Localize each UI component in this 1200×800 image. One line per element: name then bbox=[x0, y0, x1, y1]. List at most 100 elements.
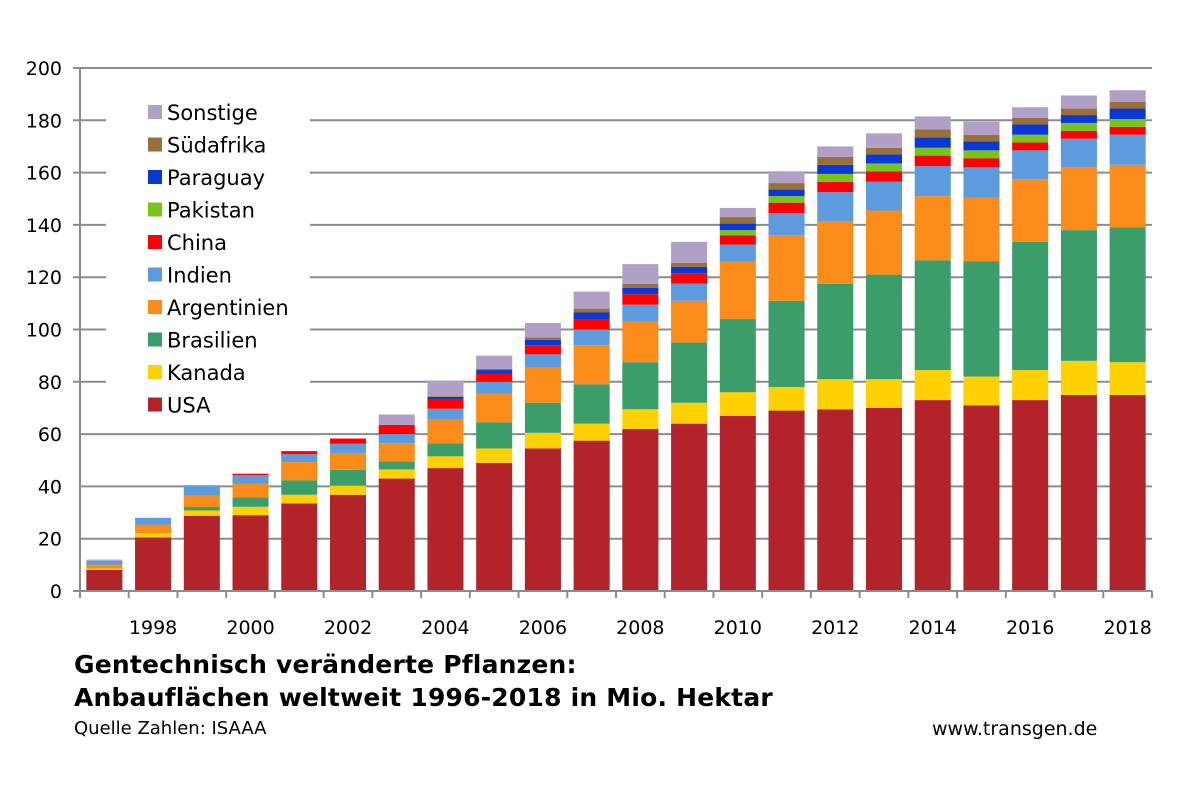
bar-segment-sdafrika-2008 bbox=[622, 283, 659, 288]
bar-segment-pakistan-2010 bbox=[719, 230, 756, 236]
bar-segment-china-2012 bbox=[817, 181, 854, 193]
bar-segment-kanada-2002 bbox=[329, 485, 367, 495]
bar-segment-pakistan-2013 bbox=[865, 163, 903, 172]
bar-segment-usa-2014 bbox=[914, 400, 951, 591]
bar-segment-usa-2001 bbox=[281, 503, 318, 591]
bar-segment-sonstige-2006 bbox=[524, 322, 561, 338]
bar-segment-argentinien-1998 bbox=[135, 524, 172, 534]
y-tick-label: 60 bbox=[38, 424, 62, 446]
bar-segment-china-2003 bbox=[378, 424, 415, 435]
bar-segment-indien-2018 bbox=[1109, 134, 1146, 165]
bar-segment-usa-1998 bbox=[135, 537, 172, 591]
bar-segment-usa-2000 bbox=[232, 515, 269, 591]
bar-segment-argentinien-2016 bbox=[1012, 179, 1049, 242]
legend-swatch bbox=[148, 202, 162, 217]
bar-segment-sdafrika-2007 bbox=[573, 308, 610, 313]
bar-segment-sonstige-2004 bbox=[427, 380, 464, 397]
bar-segment-sdafrika-2005 bbox=[476, 368, 513, 371]
y-tick-label: 20 bbox=[38, 529, 62, 551]
bar-segment-sonstige-2017 bbox=[1060, 95, 1097, 109]
legend-label: China bbox=[167, 231, 227, 255]
bar-segment-indien-2003 bbox=[378, 434, 415, 444]
y-tick-label: 140 bbox=[26, 215, 62, 237]
bar-segment-china-2002 bbox=[329, 438, 367, 444]
legend-label: Argentinien bbox=[167, 296, 289, 320]
bar-segment-argentinien-2010 bbox=[719, 261, 756, 320]
bar-segment-brasilien-2007 bbox=[573, 384, 610, 424]
legend-label: Sonstige bbox=[167, 101, 258, 125]
x-tick-label: 2002 bbox=[324, 617, 372, 639]
bar-segment-kanada-2004 bbox=[427, 456, 464, 469]
legend-swatch bbox=[148, 267, 162, 282]
bar-segment-china-2006 bbox=[524, 345, 561, 355]
bar-segment-brasilien-2016 bbox=[1012, 241, 1049, 371]
bar-segment-china-2015 bbox=[963, 158, 1000, 168]
bar-segment-china-2004 bbox=[427, 399, 464, 409]
bar-segment-indien-2014 bbox=[914, 166, 951, 197]
x-tick-label: 2016 bbox=[1006, 617, 1054, 639]
legend-swatch bbox=[148, 170, 162, 184]
bar-segment-brasilien-2015 bbox=[963, 261, 1000, 377]
bar-segment-usa-2017 bbox=[1060, 394, 1097, 591]
chart-subtitle: Anbauflächen weltweit 1996-2018 in Mio. … bbox=[74, 683, 773, 712]
bar-segment-kanada-2011 bbox=[768, 387, 805, 411]
bar-segment-paraguay-2013 bbox=[865, 154, 903, 164]
bar-segment-usa-2011 bbox=[768, 410, 805, 591]
bar-segment-brasilien-2008 bbox=[622, 362, 659, 410]
bar-segment-china-2017 bbox=[1060, 130, 1097, 139]
bar-segment-sonstige-2009 bbox=[671, 241, 708, 263]
bar-segment-sonstige-2010 bbox=[719, 207, 756, 218]
bar-segment-pakistan-2017 bbox=[1060, 122, 1097, 131]
legend-swatch bbox=[148, 332, 162, 347]
bar-segment-argentinien-2007 bbox=[573, 345, 610, 385]
bar-segment-kanada-2000 bbox=[232, 506, 269, 516]
bar-segment-sonstige-2011 bbox=[768, 171, 805, 184]
y-tick-labels: 0 20 40 60 80 100 120 140 160 180 200 bbox=[26, 58, 62, 603]
bar-segment-argentinien-2005 bbox=[476, 393, 513, 423]
bar-segment-china-2016 bbox=[1012, 142, 1049, 151]
bar-segment-paraguay-2016 bbox=[1012, 124, 1049, 135]
bar-segment-sdafrika-2017 bbox=[1060, 108, 1097, 116]
bar-segment-indien-2007 bbox=[573, 329, 610, 346]
y-tick-label: 160 bbox=[26, 163, 62, 185]
bar-segment-usa-2003 bbox=[378, 478, 415, 591]
bar-segment-usa-2016 bbox=[1012, 400, 1049, 591]
bar-segment-usa-2004 bbox=[427, 468, 464, 591]
bar-segment-argentinien-2000 bbox=[232, 483, 269, 498]
bar-segment-usa-2008 bbox=[622, 428, 659, 591]
bar-segment-sonstige-2014 bbox=[914, 116, 951, 130]
legend-label: Südafrika bbox=[167, 134, 266, 158]
bar-segment-indien-2011 bbox=[768, 213, 805, 236]
bar-segment-brasilien-2002 bbox=[329, 469, 367, 486]
y-tick-label: 100 bbox=[26, 320, 62, 342]
y-tick-label: 200 bbox=[26, 58, 62, 80]
bar-segment-paraguay-2008 bbox=[622, 287, 659, 295]
x-tick-label: 2012 bbox=[811, 617, 859, 639]
bar-segment-argentinien-2008 bbox=[622, 321, 659, 363]
bar-segment-brasilien-2011 bbox=[768, 300, 805, 388]
x-tick-labels: 1998 2000 2002 2004 2006 2008 2010 2012 2014 2016… bbox=[129, 617, 1152, 639]
y-tick-label: 80 bbox=[38, 372, 62, 394]
bar-segment-kanada-2006 bbox=[524, 432, 561, 449]
x-tick-label: 2008 bbox=[616, 617, 664, 639]
legend: Sonstige Südafrika Paraguay Pakistan China In… bbox=[148, 101, 289, 418]
bar-segment-china-2001 bbox=[281, 451, 318, 455]
legend-label: Indien bbox=[167, 264, 232, 288]
bar-segment-brasilien-2012 bbox=[817, 283, 854, 380]
bar-segment-china-2000 bbox=[232, 473, 269, 476]
bar-segment-indien-2017 bbox=[1060, 138, 1097, 168]
bar-segment-sonstige-2015 bbox=[963, 121, 1000, 135]
bar-segment-indien-2013 bbox=[865, 181, 903, 211]
bar-segment-indien-2004 bbox=[427, 408, 464, 420]
bar-segment-brasilien-2010 bbox=[719, 319, 756, 393]
website-credit: www.transgen.de bbox=[932, 718, 1098, 740]
bar-segment-kanada-2008 bbox=[622, 409, 659, 429]
bar-segment-china-2008 bbox=[622, 294, 659, 305]
bar-segment-usa-2018 bbox=[1109, 394, 1146, 591]
y-tick-label: 120 bbox=[26, 267, 62, 289]
bar-segment-china-2005 bbox=[476, 373, 513, 382]
bar-segment-indien-2001 bbox=[281, 454, 318, 463]
legend-swatch bbox=[148, 137, 162, 152]
legend-swatch bbox=[148, 105, 162, 119]
bar-segment-kanada-1998 bbox=[135, 533, 172, 538]
